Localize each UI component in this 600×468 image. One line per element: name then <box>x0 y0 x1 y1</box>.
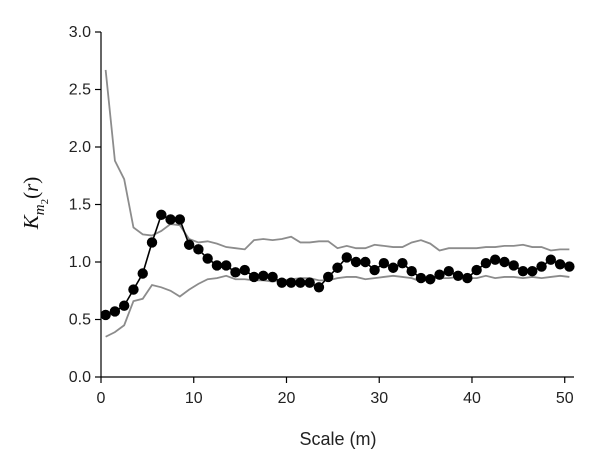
observed-data-point <box>193 244 204 255</box>
observed-data-point <box>452 270 464 281</box>
observed-data-point <box>564 261 575 272</box>
observed-data-point <box>304 277 315 288</box>
observed-data-point <box>295 277 306 288</box>
observed-data-point <box>174 214 186 225</box>
observed-data-point <box>341 252 352 263</box>
observed-data-point <box>387 262 399 273</box>
observed-data-point <box>517 266 529 277</box>
x-tick-label: 30 <box>370 390 388 407</box>
y-tick-label: 1.0 <box>69 254 91 271</box>
observed-data-point <box>406 266 417 277</box>
observed-data-point <box>285 277 297 288</box>
observed-data-point <box>369 264 380 276</box>
lower-envelope-line <box>105 274 570 338</box>
observed-data-point <box>378 257 390 269</box>
y-tick-label: 0.5 <box>69 312 91 329</box>
x-axis-label: Scale (m) <box>299 429 376 449</box>
observed-data-point <box>415 272 427 284</box>
observed-data-point <box>276 277 288 288</box>
upper-envelope-line <box>104 69 570 252</box>
observed-data-point <box>137 268 148 279</box>
observed-data-point <box>313 282 325 293</box>
observed-data-point <box>211 260 223 271</box>
y-tick-label: 3.0 <box>69 24 91 41</box>
observed-data-point <box>109 306 121 317</box>
observed-data-point <box>165 214 176 225</box>
observed-data-point <box>146 237 158 248</box>
observed-data-point <box>434 269 445 280</box>
observed-data-point <box>267 271 278 283</box>
x-tick-label: 0 <box>97 390 106 407</box>
observed-data-point <box>332 262 343 273</box>
y-axis-label: Km2(r) <box>19 177 51 231</box>
observed-data-point <box>480 257 492 269</box>
y-tick-label: 2.5 <box>69 82 91 99</box>
observed-data-point <box>508 260 519 271</box>
plot-area <box>100 69 575 338</box>
observed-data-point <box>360 256 371 268</box>
observed-data-point <box>350 256 362 268</box>
y-tick-label: 0.0 <box>69 369 91 386</box>
observed-data-point <box>536 261 547 272</box>
observed-data-point <box>554 259 566 270</box>
observed-data-point <box>323 271 334 283</box>
observed-data-point <box>156 209 167 221</box>
observed-data-point <box>230 267 241 278</box>
observed-data-point <box>527 266 538 277</box>
observed-data-point <box>443 266 454 277</box>
observed-data-point <box>118 300 130 311</box>
observed-data-point <box>397 257 408 269</box>
observed-data-point <box>248 271 260 283</box>
axes: 0.0 0.5 1.0 1.5 2.0 2.5 3.0 0 10 20 30 40 50 <box>69 24 574 407</box>
observed-data-point <box>183 239 195 250</box>
x-tick-label: 50 <box>556 390 574 407</box>
observed-data-point <box>202 253 213 264</box>
x-tick-label: 40 <box>463 390 481 407</box>
svg-text:Km2(r): Km2(r) <box>19 177 51 231</box>
observed-data-point <box>545 254 557 265</box>
observed-data-point <box>499 256 510 268</box>
observed-data-point <box>239 264 250 276</box>
y-tick-label: 1.5 <box>69 197 91 214</box>
observed-data-point <box>128 284 139 295</box>
observed-data-point <box>100 309 111 321</box>
observed-data-point <box>462 272 473 284</box>
observed-data-point <box>221 260 232 271</box>
observed-data-point <box>425 274 436 285</box>
observed-data-point <box>471 264 482 276</box>
y-tick-label: 2.0 <box>69 139 91 156</box>
x-tick-label: 10 <box>185 390 203 407</box>
x-tick-label: 20 <box>278 390 296 407</box>
observed-data-point <box>489 254 501 265</box>
observed-data-point <box>258 270 269 281</box>
